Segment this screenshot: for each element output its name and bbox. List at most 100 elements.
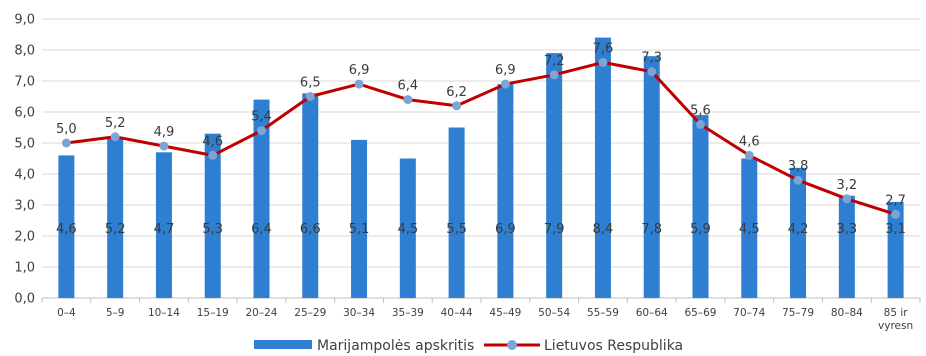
bar	[594, 37, 611, 298]
bar-data-label: 4,7	[154, 222, 175, 237]
y-tick-label: 7,0	[14, 75, 35, 90]
line-series: 5,0 5,2 4,9 4,6 5,4 6,5 6,9 6,4 6,2 6,9 7,2 7,6 7,3 5…	[56, 41, 906, 219]
bar	[887, 201, 904, 298]
line-data-label: 4,6	[202, 134, 223, 149]
bar-data-label: 6,9	[495, 222, 516, 237]
x-tick-label: 20–24	[246, 307, 278, 319]
x-tick-label: 10–14	[148, 307, 180, 319]
line-point	[500, 79, 510, 89]
x-tick-label: 80–84	[831, 307, 863, 319]
bar-data-label: 8,4	[593, 222, 614, 237]
line-point	[598, 57, 608, 67]
bar	[399, 158, 416, 298]
bar-data-label: 3,1	[885, 222, 906, 237]
legend-label-bar: Marijampolės apskritis	[317, 338, 474, 354]
series-line	[64, 60, 898, 216]
line-point	[696, 119, 705, 129]
line-data-label: 6,2	[446, 85, 467, 100]
bar-data-label: 7,9	[544, 222, 565, 237]
y-axis: 0,0 1,0 2,0 3,0 4,0 5,0 6,0 7,0 8,0 9,0	[14, 13, 35, 307]
legend: Marijampolės apskritis Lietuvos Respubli…	[254, 338, 683, 354]
bar-data-label: 7,8	[641, 222, 662, 237]
line-data-label: 5,0	[56, 122, 77, 137]
x-tick-label: 25–29	[294, 307, 326, 319]
x-tick-label: 55–59	[587, 307, 619, 319]
bar-data-label: 5,9	[690, 222, 711, 237]
bar	[155, 152, 172, 298]
line-data-label: 5,2	[105, 116, 126, 131]
bar-data-label: 6,4	[251, 222, 272, 237]
y-tick-label: 3,0	[14, 199, 35, 214]
x-tick-label: 70–74	[733, 307, 765, 319]
x-tick-label: vyresn	[878, 320, 913, 332]
bar	[58, 155, 75, 298]
bar	[692, 115, 709, 298]
x-tick-label: 45–49	[489, 307, 521, 319]
x-tick-label: 35–39	[392, 307, 424, 319]
x-tick-label: 50–54	[538, 307, 570, 319]
bar-data-label: 5,3	[202, 222, 223, 237]
line-data-label: 2,7	[885, 193, 906, 208]
x-tick-label: 15–19	[197, 307, 229, 319]
bar-data-label: 4,2	[788, 222, 809, 237]
bar-data-label: 6,6	[300, 222, 321, 237]
line-data-label: 6,9	[495, 63, 516, 78]
y-tick-label: 9,0	[14, 13, 35, 28]
bar-data-label: 4,5	[397, 222, 418, 237]
bar-series: 4,6 5,2 4,7 5,3 6,4 6,6 5,1 4,5 5,5 6,9 7,9 8,4 7,8 5…	[56, 37, 906, 299]
line-point	[354, 79, 364, 89]
bar-data-label: 4,5	[739, 222, 760, 237]
line-point	[257, 126, 266, 136]
line-point	[891, 209, 901, 219]
x-tick-label: 0–4	[57, 307, 76, 319]
line-data-label: 3,2	[836, 178, 857, 193]
bar	[741, 158, 758, 298]
x-tick-label: 75–79	[782, 307, 814, 319]
line-point	[793, 175, 803, 185]
bar-data-label: 5,2	[105, 222, 126, 237]
bar	[302, 93, 319, 299]
legend-label-line: Lietuvos Respublika	[544, 338, 683, 354]
x-tick-label: 40–44	[441, 307, 473, 319]
legend-marker-line	[507, 340, 517, 350]
x-axis: 0–4 5–9 10–14 15–19 20–24 25–29 30–34 35–39 40–4…	[41, 298, 921, 332]
bar-data-label: 4,6	[56, 222, 77, 237]
x-tick-label: 5–9	[106, 307, 125, 319]
y-tick-label: 0,0	[14, 292, 35, 307]
line-point	[403, 95, 413, 105]
line-point	[549, 70, 559, 80]
line-point	[208, 150, 218, 160]
line-point	[647, 67, 657, 77]
bar	[643, 56, 660, 299]
bar	[107, 136, 124, 298]
bar	[790, 167, 807, 298]
x-tick-label: 60–64	[636, 307, 668, 319]
y-tick-label: 2,0	[14, 230, 35, 245]
line-point	[61, 138, 71, 148]
line-point	[110, 132, 120, 142]
y-tick-label: 5,0	[14, 137, 35, 152]
line-data-label: 6,5	[300, 76, 321, 91]
line-data-label: 7,6	[593, 41, 614, 56]
line-data-label: 5,6	[690, 103, 711, 118]
line-point	[842, 194, 852, 204]
gridlines	[42, 18, 920, 299]
y-tick-label: 1,0	[14, 261, 35, 276]
line-data-label: 7,2	[544, 54, 565, 69]
line-point	[159, 141, 169, 151]
x-tick-label: 85 ir	[884, 307, 909, 319]
line-data-label: 7,3	[641, 51, 662, 66]
line-data-label: 6,9	[349, 63, 370, 78]
bar-data-label: 3,3	[836, 222, 857, 237]
line-data-label: 6,4	[397, 79, 418, 94]
bar	[351, 139, 368, 298]
bar-data-label: 5,1	[349, 222, 370, 237]
line-data-label: 3,8	[788, 159, 809, 174]
bar	[546, 53, 563, 298]
legend-swatch-bar	[254, 340, 312, 349]
bar	[253, 99, 270, 298]
line-data-label: 5,4	[251, 110, 272, 125]
line-data-label: 4,6	[739, 134, 760, 149]
line-point	[305, 92, 315, 101]
